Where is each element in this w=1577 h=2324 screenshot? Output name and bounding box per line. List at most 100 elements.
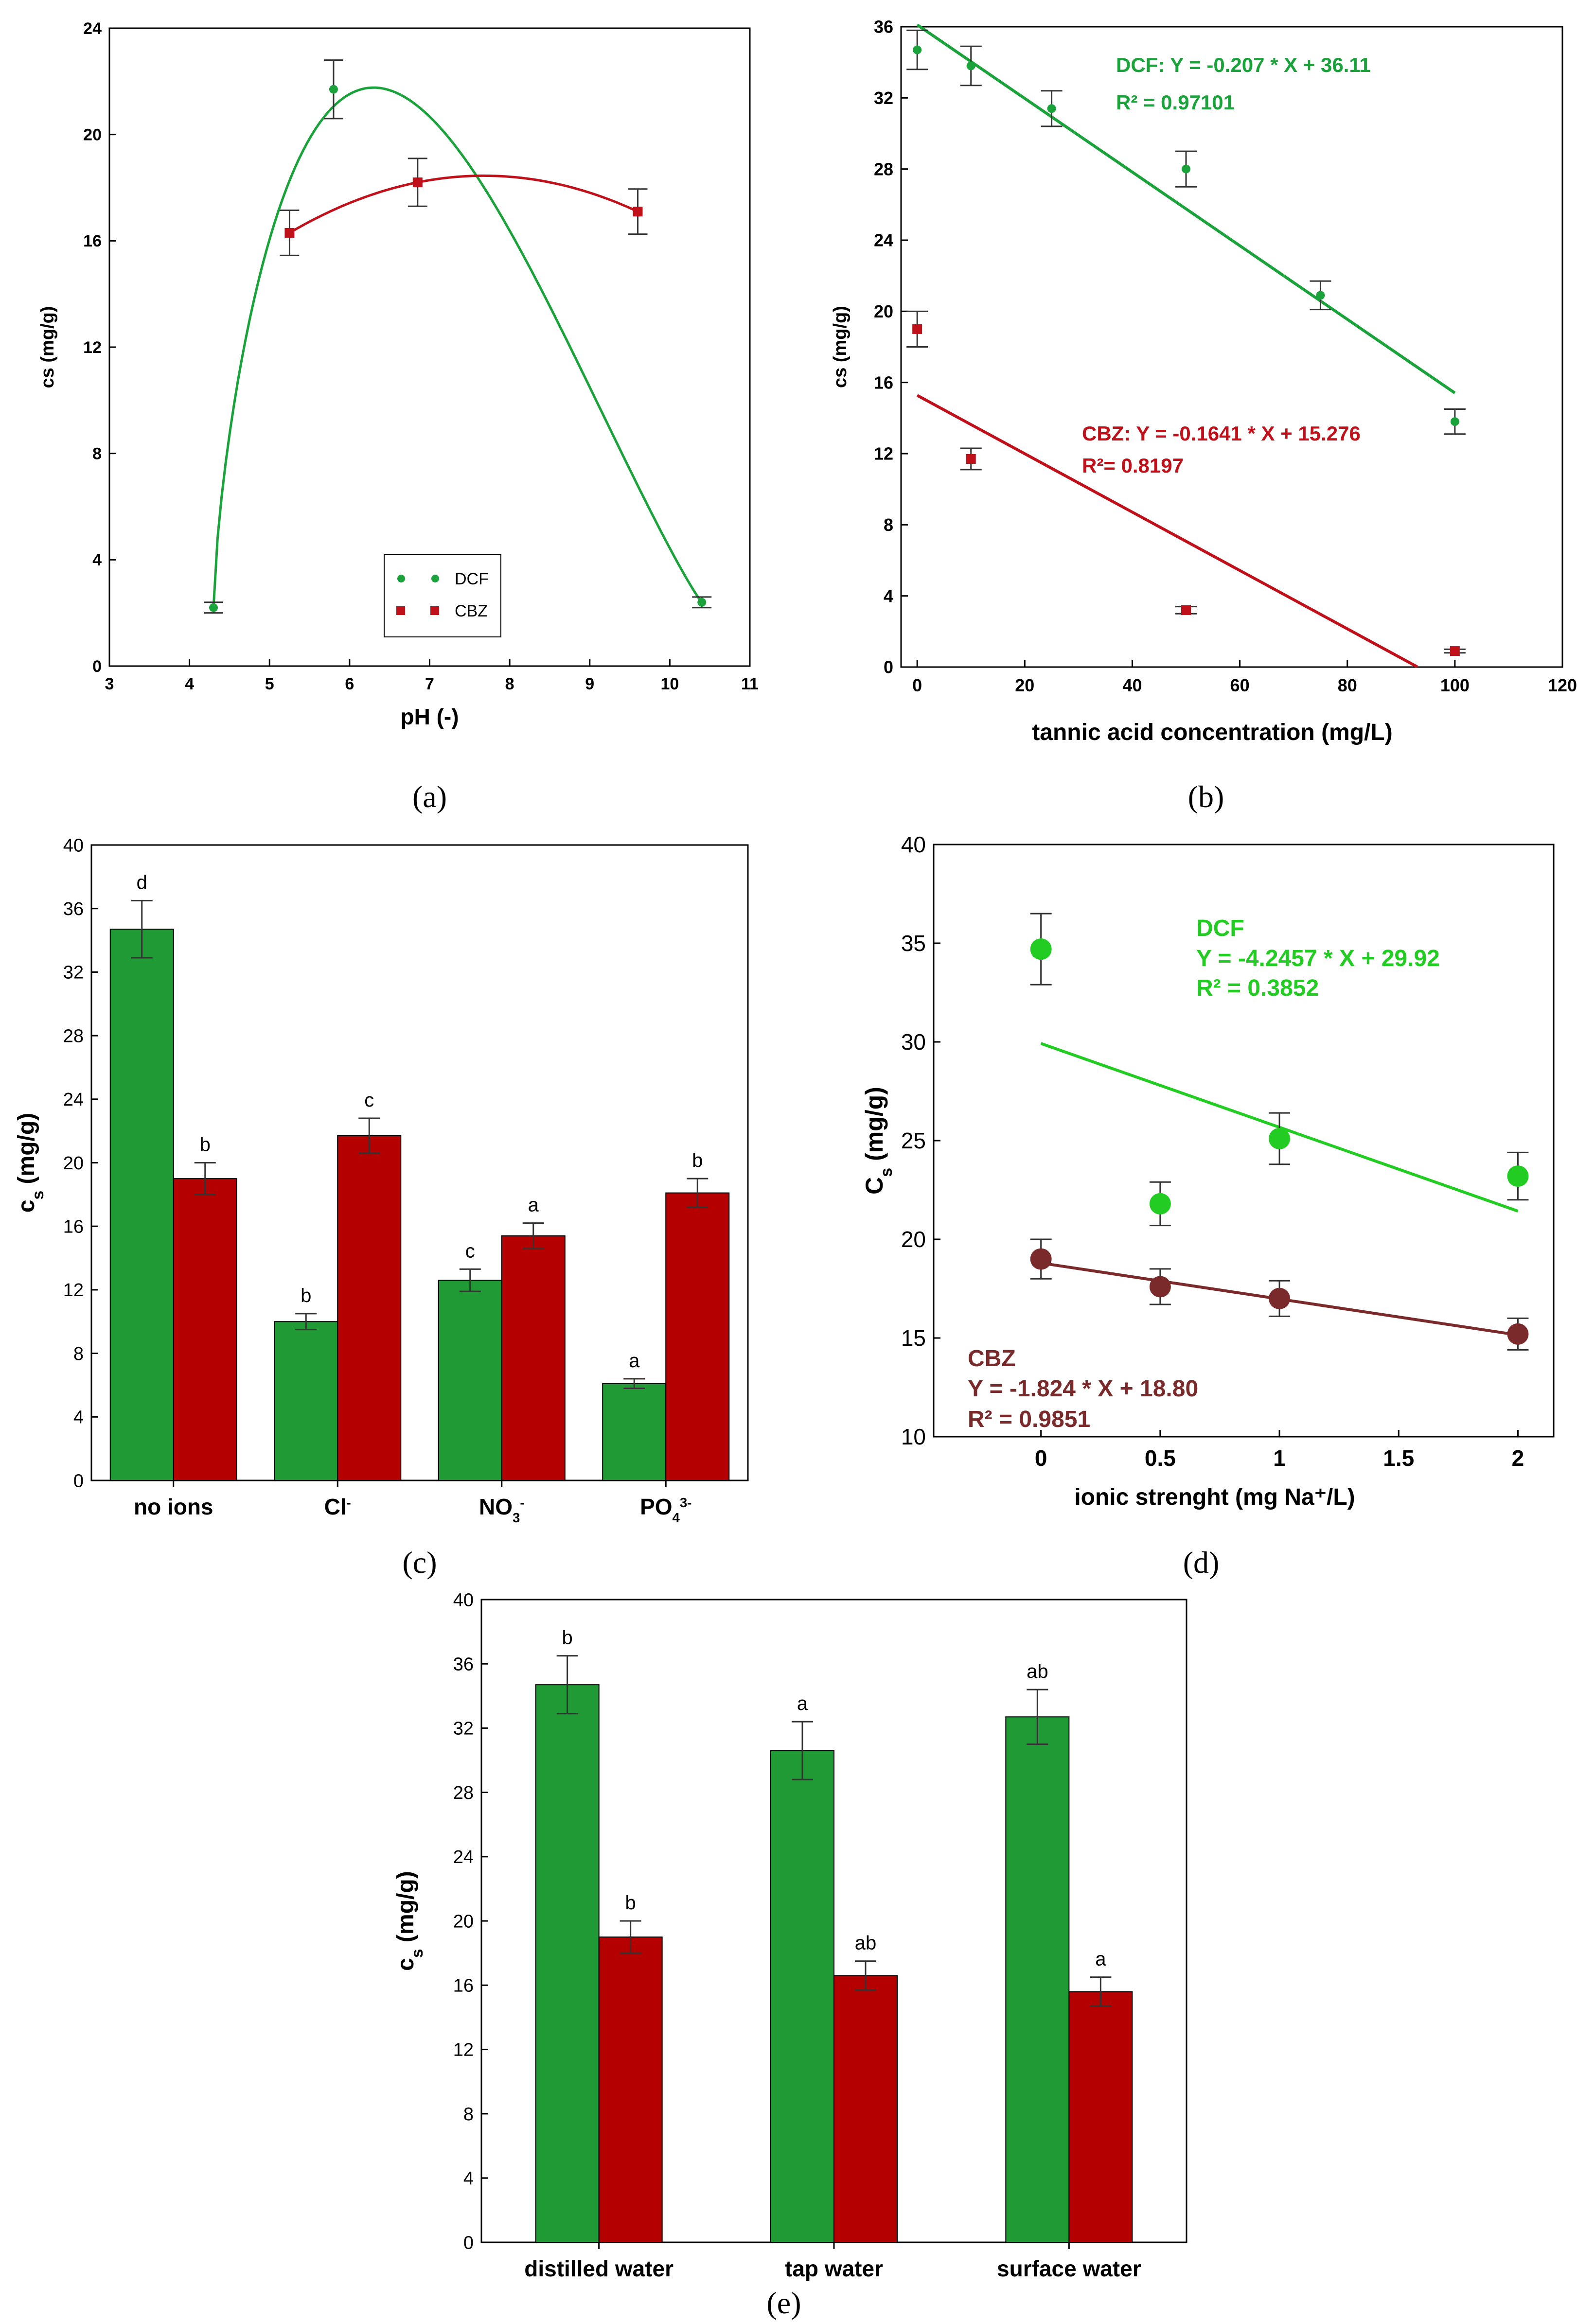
c-y-tick-label: 4 <box>73 1408 84 1428</box>
d-dcf-point <box>1507 1165 1529 1187</box>
e-bar-dcf <box>1005 1716 1070 2243</box>
c-category-label: PO43- <box>640 1494 691 1525</box>
d-cbz-point <box>1269 1287 1291 1309</box>
b-x-tick-label: 80 <box>1338 675 1357 695</box>
b-dcf-point <box>913 45 922 54</box>
b-y-tick-label: 32 <box>874 88 893 108</box>
e-category-text: surface water <box>997 2256 1141 2281</box>
d-ylabel-part: (mg/g) <box>861 1087 888 1168</box>
c-significance-letter: c <box>465 1240 475 1262</box>
e-bar-dcf <box>535 1684 600 2243</box>
c-y-tick-label: 28 <box>63 1026 84 1046</box>
b-y-tick-label: 24 <box>874 230 893 250</box>
a-legend-dcf-label: DCF <box>455 570 489 588</box>
d-x-tick-label: 2 <box>1512 1445 1524 1471</box>
panel-e: 0 4 8 12 16 20 24 28 32 36 40 b b distilled water a ab t… <box>393 1590 1187 2320</box>
b-y-tick-label: 4 <box>884 586 893 606</box>
c-category-text: Cl <box>324 1494 347 1519</box>
e-ylabel-main: c <box>393 1958 419 1971</box>
e-y-tick-label: 40 <box>453 1590 474 1610</box>
c-ylabel-sub: s <box>29 1191 47 1200</box>
a-cbz-point <box>284 228 295 238</box>
e-category-text: tap water <box>785 2256 883 2281</box>
a-dcf-point <box>697 598 707 607</box>
e-y-tick-label: 28 <box>453 1783 474 1803</box>
c-bar-cbz <box>173 1178 237 1481</box>
b-cbz-equation: CBZ: Y = -0.1641 * X + 15.276 <box>1082 422 1361 445</box>
d-x-tick-label: 1.5 <box>1383 1445 1414 1471</box>
c-significance-letter: a <box>528 1195 539 1216</box>
b-cbz-point <box>912 324 922 334</box>
e-category-text: distilled water <box>524 2256 673 2281</box>
d-y-tick-label: 25 <box>901 1128 926 1153</box>
c-panel-label: (c) <box>402 1545 437 1580</box>
c-category-sub: 4 <box>673 1510 680 1525</box>
c-bar-dcf <box>602 1383 667 1481</box>
a-cbz-point <box>412 177 423 188</box>
b-cbz-point <box>1181 605 1191 615</box>
d-x-tick-label: 0 <box>1035 1445 1047 1471</box>
e-category-label: tap water <box>785 2256 883 2281</box>
b-panel-label: (b) <box>1188 779 1224 814</box>
d-cbz-point <box>1030 1248 1052 1270</box>
e-y-tick-label: 8 <box>463 2104 474 2125</box>
panel-d: 10 15 20 25 30 35 40 0 0.5 1 1.5 2 Cs (mg/g) ionic st… <box>861 832 1555 1580</box>
a-y-tick-label: 20 <box>83 126 102 144</box>
c-ylabel-main: c <box>14 1199 39 1213</box>
a-y-tick-label: 12 <box>83 338 102 357</box>
a-ylabel-unit: (mg/g) <box>37 306 58 368</box>
c-y-tick-label: 32 <box>63 963 84 983</box>
c-bar-dcf <box>109 929 174 1481</box>
d-dcf-point <box>1030 938 1052 960</box>
b-y-tick-label: 20 <box>874 301 893 321</box>
e-bar-dcf <box>770 1750 834 2243</box>
d-y-tick-label: 15 <box>901 1325 926 1351</box>
c-significance-letter: d <box>137 872 147 893</box>
e-y-tick-label: 36 <box>453 1655 474 1675</box>
d-y-tick-label: 30 <box>901 1029 926 1055</box>
b-dcf-equation: DCF: Y = -0.207 * X + 36.11 <box>1116 53 1371 76</box>
c-y-tick-label: 36 <box>63 899 84 919</box>
e-y-tick-label: 20 <box>453 1911 474 1932</box>
c-y-tick-label: 20 <box>63 1153 84 1174</box>
c-category-sub: 3 <box>513 1510 520 1525</box>
a-y-tick-label: 16 <box>83 232 102 250</box>
c-y-axis-label: cs (mg/g) <box>14 1113 47 1213</box>
c-significance-letter: b <box>692 1150 703 1171</box>
b-dcf-fit-line <box>916 23 1456 394</box>
d-dcf-r2: R² = 0.3852 <box>1196 975 1319 1001</box>
a-x-tick-label: 7 <box>425 675 434 693</box>
a-legend-dcf-marker <box>397 575 405 582</box>
e-category-label: surface water <box>997 2256 1141 2281</box>
b-plot-frame <box>900 26 1563 668</box>
c-y-tick-label: 12 <box>63 1280 84 1301</box>
c-category-label: no ions <box>134 1494 213 1519</box>
e-y-tick-label: 0 <box>463 2233 474 2253</box>
a-x-tick-label: 3 <box>105 675 114 693</box>
e-y-tick-label: 32 <box>453 1719 474 1739</box>
b-x-tick-label: 40 <box>1122 675 1142 695</box>
a-ylabel-sub: s <box>37 368 58 378</box>
b-y-tick-label: 8 <box>884 515 893 535</box>
d-x-axis-label: ionic strenght (mg Na⁺/L) <box>1074 1484 1355 1510</box>
e-significance-letter: ab <box>855 1933 877 1954</box>
c-ylabel-unit: (mg/g) <box>14 1113 39 1191</box>
c-category-sup: 3- <box>680 1495 692 1510</box>
e-significance-letter: b <box>562 1627 573 1649</box>
b-cbz-point <box>966 454 976 464</box>
c-significance-letter: c <box>364 1090 374 1111</box>
e-y-tick-label: 4 <box>463 2168 474 2189</box>
e-bar-cbz <box>1068 1991 1133 2243</box>
d-dcf-name: DCF <box>1196 916 1244 941</box>
e-ylabel-unit: (mg/g) <box>393 1871 419 1949</box>
b-x-tick-label: 60 <box>1230 675 1250 695</box>
e-bar-cbz <box>598 1937 663 2243</box>
a-panel-label: (a) <box>412 779 447 814</box>
a-dcf-point <box>329 85 338 94</box>
a-y-tick-label: 24 <box>83 19 102 38</box>
b-x-tick-label: 20 <box>1015 675 1034 695</box>
a-legend-cbz-marker <box>396 606 405 615</box>
a-x-tick-label: 5 <box>265 675 274 693</box>
d-ylabel-part: s <box>877 1168 896 1177</box>
